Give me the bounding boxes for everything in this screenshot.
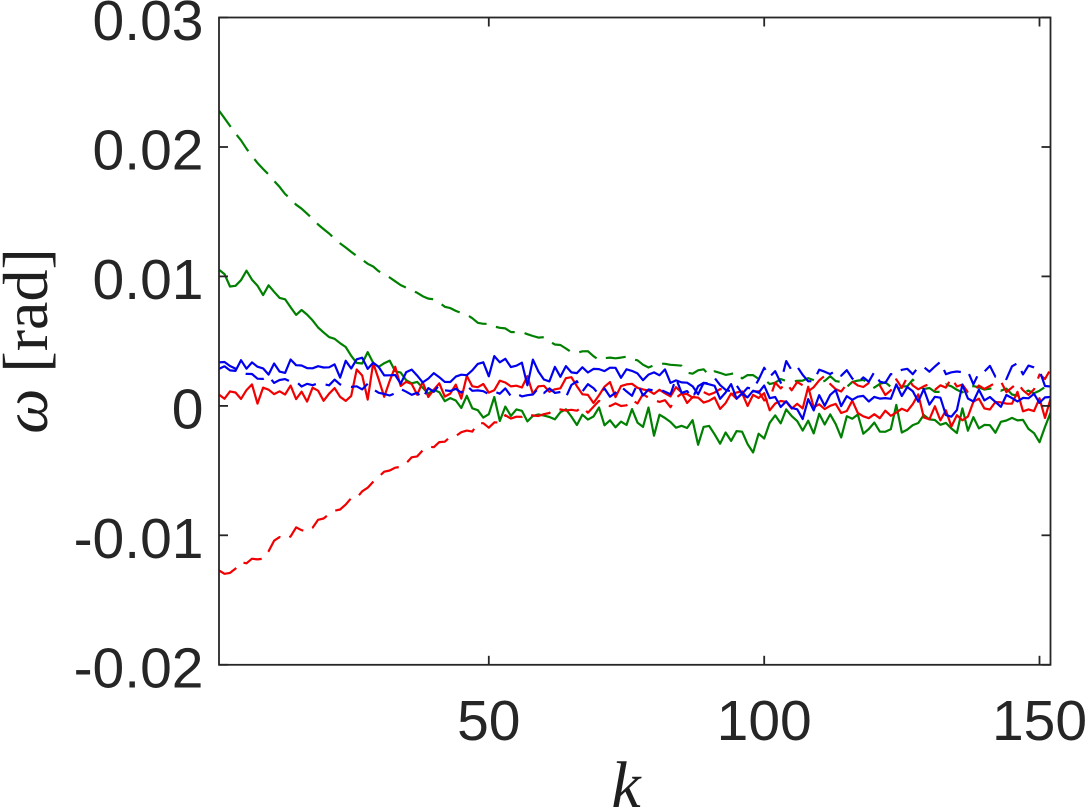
svg-text:ω [rad]: ω [rad] <box>0 248 61 434</box>
svg-text:k: k <box>611 749 642 811</box>
svg-text:50: 50 <box>457 689 520 753</box>
svg-text:-0.01: -0.01 <box>74 507 204 571</box>
svg-text:0: 0 <box>172 377 204 441</box>
svg-text:150: 150 <box>992 689 1086 753</box>
svg-text:0.02: 0.02 <box>93 119 204 183</box>
svg-text:-0.02: -0.02 <box>74 636 204 700</box>
svg-text:0.01: 0.01 <box>93 248 204 312</box>
svg-text:100: 100 <box>717 689 812 753</box>
svg-text:0.03: 0.03 <box>93 0 204 53</box>
